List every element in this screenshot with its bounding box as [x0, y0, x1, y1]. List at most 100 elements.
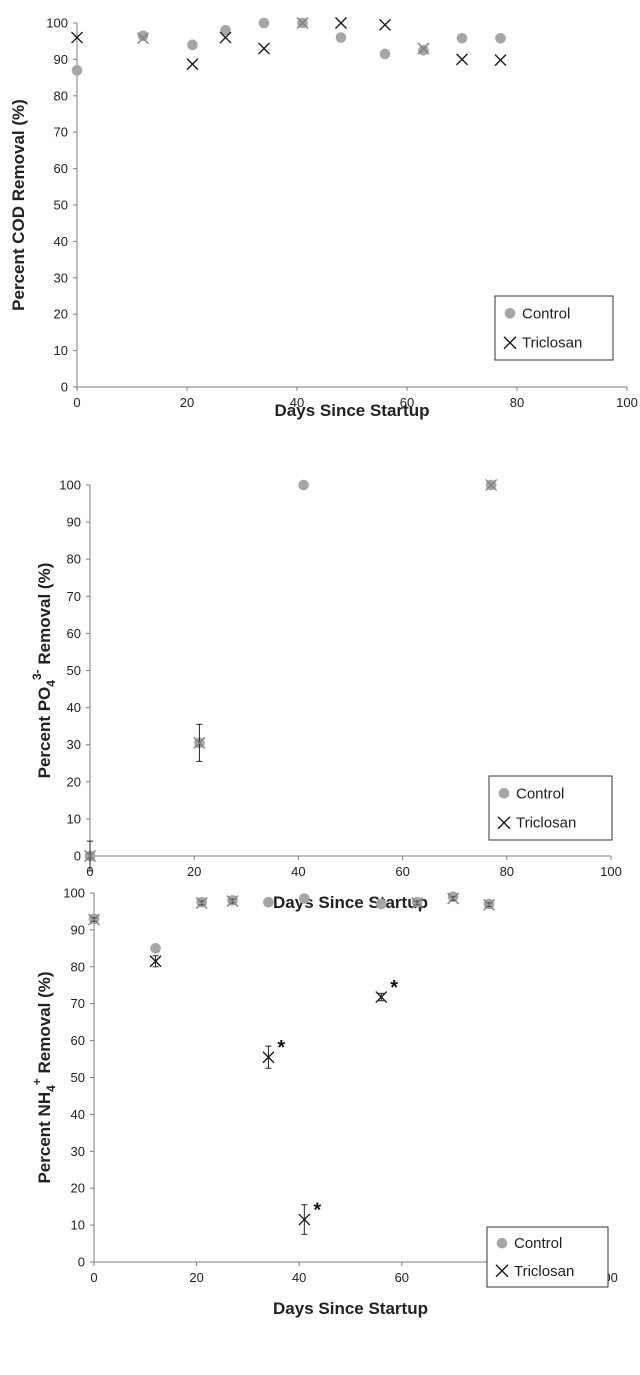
y-tick-label: 10: [54, 343, 68, 358]
legend-box: [494, 295, 614, 361]
triclosan-point: [88, 913, 100, 926]
control-point: [71, 65, 83, 76]
y-tick-label: 60: [67, 626, 81, 641]
y-axis-label: Percent COD Removal (%): [9, 99, 28, 311]
chart-panel-1: 0 10 20 30 40 50 60 70 80 90 100 0 20 40 60 80 100 Days S…: [9, 16, 638, 421]
x-axis-label: Days Since Startup: [273, 1299, 428, 1318]
y-tick-label: 70: [67, 589, 81, 604]
x-tick-label: 0: [73, 395, 80, 410]
control-point: [150, 943, 161, 954]
y-tick-label: 50: [67, 663, 81, 678]
y-tick-label: 0: [78, 1255, 85, 1270]
y-tick-label: 100: [46, 16, 68, 31]
y-tick-label: 70: [54, 125, 68, 140]
legend-triclosan-marker: [503, 336, 517, 350]
y-tick-label: 30: [67, 737, 81, 752]
control-point: [298, 479, 309, 491]
legend: Control Triclosan: [486, 1226, 609, 1288]
y-tick-label: 30: [54, 270, 68, 285]
y-tick-label: 80: [67, 552, 81, 567]
y-tick-label: 90: [54, 52, 68, 67]
x-tick-label: 40: [291, 864, 305, 879]
control-point: [187, 39, 198, 51]
y-axis-label: Percent NH4+ Removal (%): [30, 971, 58, 1183]
series-triclosan: [88, 892, 496, 1235]
x-tick-label: 20: [187, 864, 201, 879]
x-tick-label: 60: [395, 864, 409, 879]
triclosan-point: [186, 58, 199, 71]
legend-triclosan-marker: [495, 1264, 509, 1278]
triclosan-point: [71, 31, 83, 44]
control-point: [258, 17, 270, 29]
significance-asterisk: *: [390, 977, 398, 999]
y-tick-label: 40: [54, 234, 68, 249]
control-point: [335, 32, 347, 43]
y-tick-label: 30: [71, 1144, 85, 1159]
x-tick-label: 80: [500, 864, 514, 879]
triclosan-point: [375, 991, 388, 1004]
y-tick-label: 70: [71, 996, 85, 1011]
x-tick-label: 0: [86, 864, 93, 879]
triclosan-point: [296, 17, 309, 29]
y-tick-label: 100: [59, 478, 81, 493]
y-tick-label: 40: [71, 1107, 85, 1122]
y-tick-label: 60: [71, 1033, 85, 1048]
legend: Control Triclosan: [494, 295, 614, 361]
y-tick-label: 40: [67, 700, 81, 715]
legend-label-triclosan: Triclosan: [522, 335, 582, 352]
y-tick-label: 10: [71, 1218, 85, 1233]
x-tick-label: 100: [616, 395, 638, 410]
series-triclosan: [71, 17, 507, 71]
legend-triclosan-marker: [497, 816, 511, 830]
control-point: [263, 896, 274, 908]
y-tick-label: 20: [67, 774, 81, 789]
legend-box: [486, 1226, 609, 1288]
legend: Control Triclosan: [488, 775, 613, 841]
control-point: [299, 893, 310, 904]
control-point: [379, 48, 391, 60]
y-tick-label: 10: [67, 811, 81, 826]
y-tick-label: 100: [63, 886, 85, 901]
x-tick-label: 60: [395, 1270, 409, 1285]
legend-label-control: Control: [516, 785, 564, 802]
series-control: [71, 17, 506, 76]
triclosan-point: [226, 895, 239, 908]
series-triclosan: [84, 479, 498, 872]
control-point: [418, 45, 429, 56]
triclosan-point: [84, 850, 96, 862]
control-point: [375, 898, 387, 910]
y-tick-label: 0: [61, 380, 68, 395]
x-tick-label: 20: [189, 1270, 203, 1285]
triclosan-point: [335, 17, 347, 29]
legend-control-marker: [496, 1237, 508, 1249]
x-axis-label: Days Since Startup: [275, 401, 430, 420]
x-tick-label: 40: [290, 395, 304, 410]
triclosan-point: [483, 898, 496, 911]
triclosan-point: [262, 1051, 275, 1064]
legend-label-triclosan: Triclosan: [514, 1263, 574, 1280]
triclosan-point: [298, 1213, 311, 1226]
y-tick-label: 20: [54, 307, 68, 322]
legend-label-triclosan: Triclosan: [516, 815, 576, 832]
series-control: [84, 479, 497, 862]
x-tick-label: 40: [292, 1270, 306, 1285]
x-tick-label: 0: [90, 1270, 97, 1285]
x-tick-label: 80: [510, 395, 524, 410]
triclosan-point: [379, 18, 391, 31]
triclosan-point: [195, 896, 208, 909]
triclosan-point: [485, 479, 498, 491]
triclosan-point: [411, 896, 424, 909]
x-tick-label: 20: [180, 395, 194, 410]
x-tick-label: 60: [400, 395, 414, 410]
triclosan-point: [417, 42, 430, 55]
triclosan-point: [456, 53, 468, 66]
control-point: [456, 32, 468, 44]
triclosan-point: [193, 736, 206, 749]
y-tick-label: 20: [71, 1181, 85, 1196]
y-tick-label: 90: [71, 922, 85, 937]
triclosan-point: [258, 42, 270, 55]
x-tick-label: 100: [600, 864, 622, 879]
